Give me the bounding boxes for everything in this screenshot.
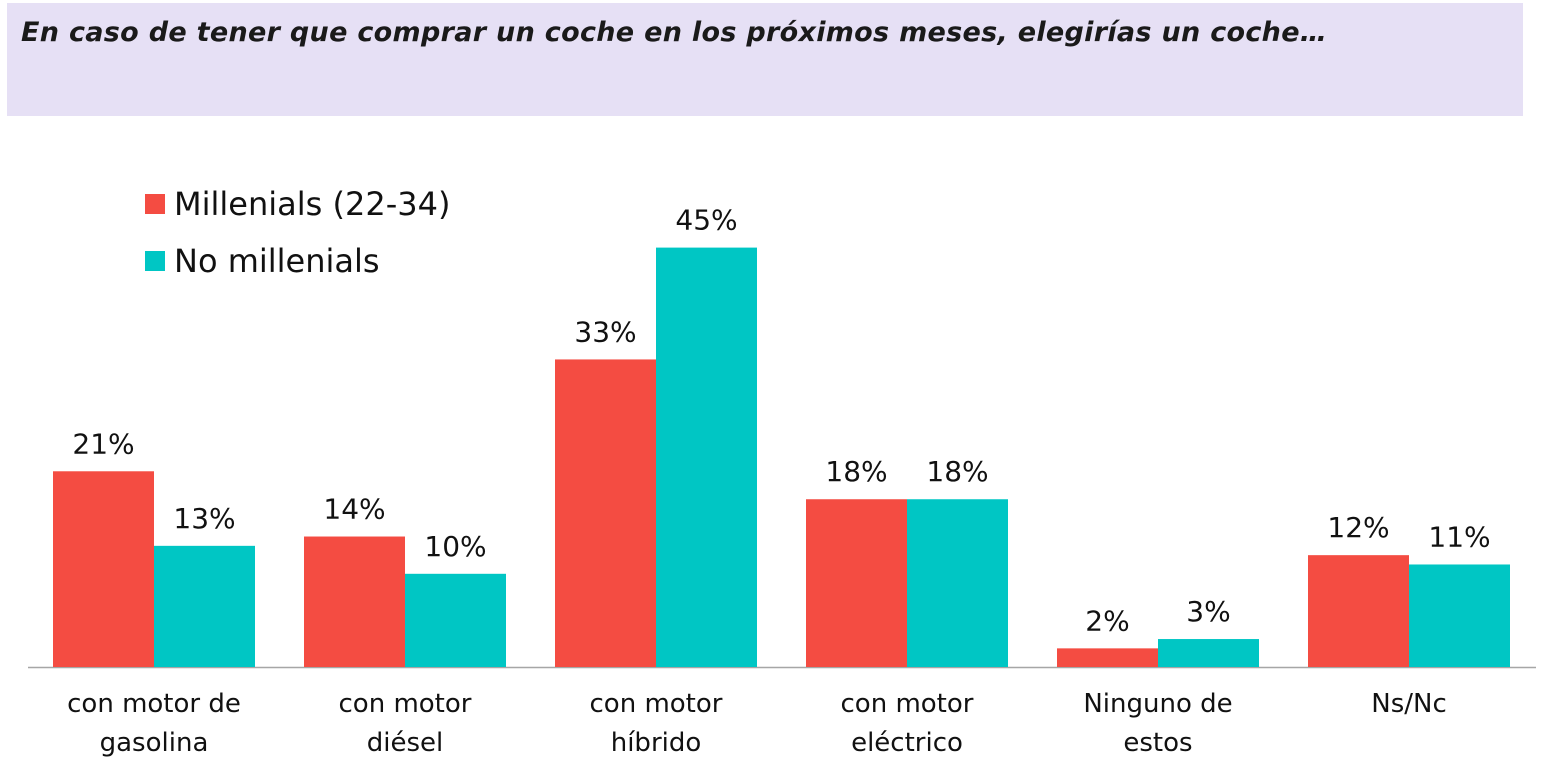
legend-swatch-millenials xyxy=(145,194,165,214)
bar-millenials-1 xyxy=(304,536,405,667)
bar-millenials-5 xyxy=(1308,555,1409,667)
category-label: Ninguno de xyxy=(1083,689,1232,719)
data-label: 12% xyxy=(1327,511,1389,544)
category-label: gasolina xyxy=(100,728,209,758)
data-label: 14% xyxy=(323,493,385,526)
bar-millenials-4 xyxy=(1057,648,1158,667)
legend-swatch-no-millenials xyxy=(145,251,165,271)
category-label: con motor xyxy=(590,689,723,719)
data-label: 18% xyxy=(926,455,988,488)
category-label: Ns/Nc xyxy=(1371,689,1447,719)
data-label: 10% xyxy=(424,530,486,563)
legend-label: No millenials xyxy=(174,242,380,280)
bar-no-millenials-1 xyxy=(405,573,506,667)
chart-title: En caso de tener que comprar un coche en… xyxy=(21,17,1328,48)
category-label: con motor xyxy=(841,689,974,719)
category-label: híbrido xyxy=(611,728,702,758)
data-label: 2% xyxy=(1085,604,1129,637)
data-label: 18% xyxy=(825,455,887,488)
data-label: 45% xyxy=(675,204,737,237)
legend-label: Millenials (22-34) xyxy=(174,185,450,223)
title-band: En caso de tener que comprar un coche en… xyxy=(7,3,1523,116)
bar-millenials-0 xyxy=(53,471,154,667)
bar-no-millenials-4 xyxy=(1158,639,1259,667)
data-label: 13% xyxy=(173,502,235,535)
bar-millenials-2 xyxy=(555,359,656,667)
bar-no-millenials-3 xyxy=(907,499,1008,667)
category-label: estos xyxy=(1123,728,1192,758)
data-label: 3% xyxy=(1186,595,1230,628)
category-label: con motor de xyxy=(67,689,241,719)
bar-millenials-3 xyxy=(806,499,907,667)
category-label: con motor xyxy=(339,689,472,719)
category-label: diésel xyxy=(367,728,444,758)
bar-no-millenials-5 xyxy=(1409,564,1510,667)
data-label: 21% xyxy=(72,427,134,460)
data-label: 11% xyxy=(1428,520,1490,553)
bar-no-millenials-0 xyxy=(154,545,255,667)
data-label: 33% xyxy=(574,315,636,348)
bar-no-millenials-2 xyxy=(656,247,757,667)
category-label: eléctrico xyxy=(851,728,963,758)
